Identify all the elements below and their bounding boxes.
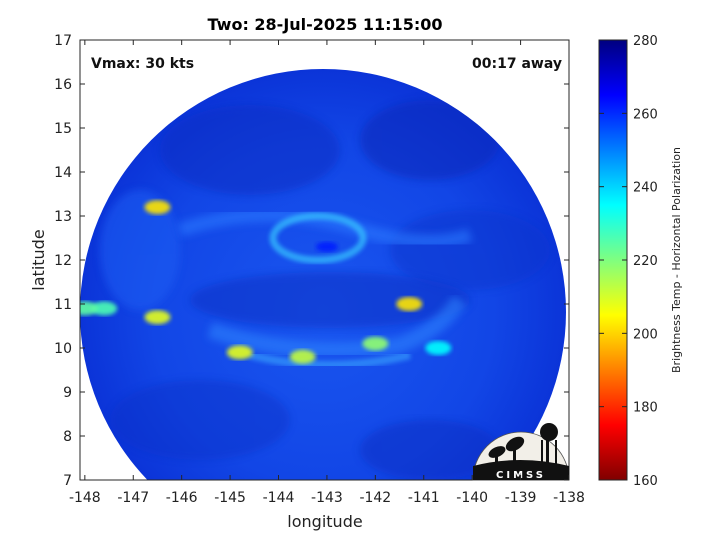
y-tick-label: 10 — [54, 341, 72, 357]
rainband-mark — [91, 301, 118, 316]
rainband-mark — [362, 336, 389, 351]
y-tick-label: 16 — [54, 77, 72, 93]
x-axis: -148 -147 -146 -145 -144 -143 -142 -141 -140 -139… — [69, 40, 585, 506]
x-tick-label: -140 — [456, 490, 488, 506]
x-tick-label: -139 — [505, 490, 537, 506]
x-tick-label: -141 — [408, 490, 440, 506]
x-tick-label: -138 — [553, 490, 585, 506]
y-tick-label: 11 — [54, 297, 72, 313]
y-tick-label: 9 — [63, 385, 72, 401]
x-tick-label: -148 — [69, 490, 101, 506]
rainband-mark — [144, 310, 171, 325]
y-tick-label: 7 — [63, 473, 72, 489]
x-tick-label: -145 — [214, 490, 246, 506]
colorbar-tick-label: 200 — [633, 327, 658, 342]
colorbar-tick-label: 180 — [633, 401, 658, 416]
time-away-annotation: 00:17 away — [472, 56, 562, 72]
swath-texture — [100, 100, 550, 480]
colorbar: 160 180 200 220 240 260 280 Brightness Temp - … — [598, 34, 683, 489]
cimss-logo: CIMSS — [472, 423, 570, 481]
chart-title: Two: 28-Jul-2025 11:15:00 — [208, 15, 443, 34]
colorbar-tick-label: 240 — [633, 181, 658, 196]
vmax-annotation: Vmax: 30 kts — [91, 56, 194, 72]
y-axis-label: latitude — [29, 229, 48, 290]
y-tick-label: 13 — [54, 209, 72, 225]
rainband-mark — [396, 297, 423, 311]
y-tick-label: 12 — [54, 253, 72, 269]
rainband-mark — [425, 341, 452, 355]
rainband-mark — [80, 301, 98, 316]
colorbar-label: Brightness Temp - Horizontal Polarizatio… — [670, 147, 683, 373]
convection-features — [80, 200, 452, 364]
y-tick-label: 8 — [63, 429, 72, 445]
plot-area — [79, 39, 570, 481]
y-axis: 7 8 9 10 11 12 13 14 15 16 17 — [54, 33, 569, 489]
logo-text: CIMSS — [496, 470, 546, 481]
x-tick-label: -144 — [263, 490, 295, 506]
y-tick-label: 14 — [54, 165, 72, 181]
colorbar-tick-label: 260 — [633, 107, 658, 122]
colorbar-tick-label: 220 — [633, 254, 658, 269]
rainband-mark — [144, 200, 171, 215]
x-tick-label: -142 — [359, 490, 391, 506]
colorbar-tick-label: 160 — [633, 474, 658, 489]
x-tick-label: -143 — [311, 490, 343, 506]
x-axis-label: longitude — [287, 512, 362, 531]
x-tick-label: -146 — [166, 490, 198, 506]
rainband-mark — [226, 345, 253, 360]
storm-center-mark — [315, 241, 338, 252]
colorbar-tick-label: 280 — [633, 34, 658, 49]
y-tick-label: 15 — [54, 121, 72, 137]
x-tick-label: -147 — [117, 490, 149, 506]
rainband-mark — [289, 349, 316, 364]
y-tick-label: 17 — [54, 33, 72, 49]
